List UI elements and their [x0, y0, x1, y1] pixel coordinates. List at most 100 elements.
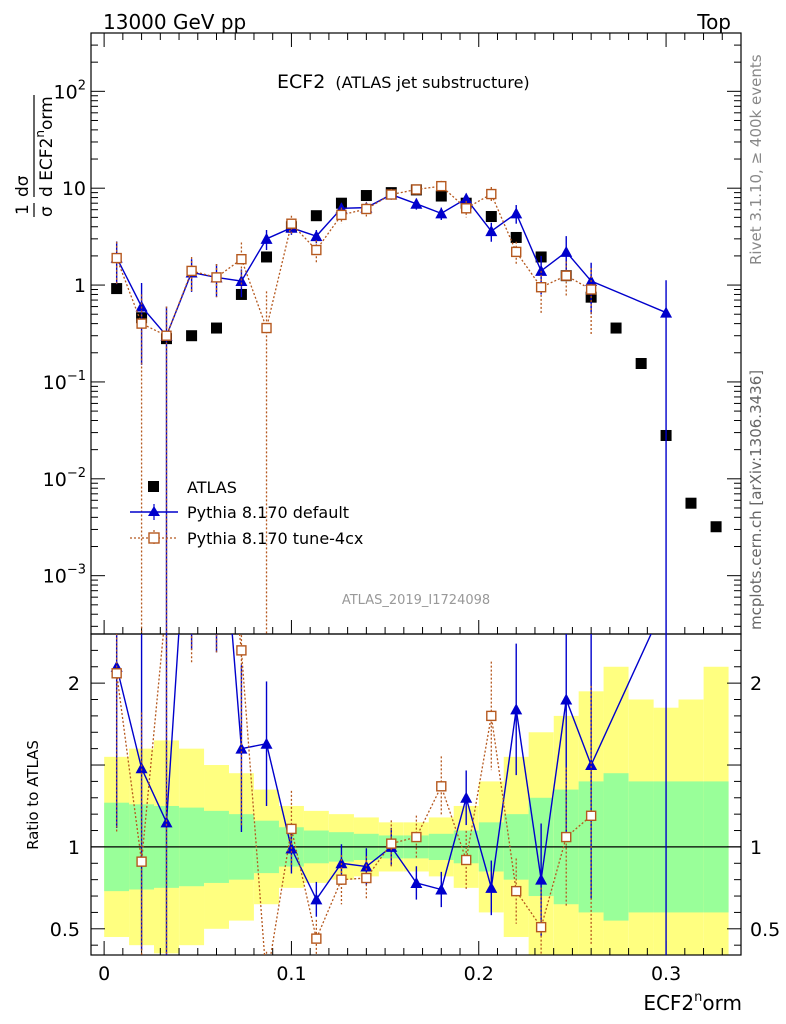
default-point	[135, 300, 148, 312]
legend: ATLAS Pythia 8.170 default Pythia 8.170 …	[130, 478, 363, 548]
ratio-y-tick-label-right: 2	[750, 673, 762, 695]
default-ratio-point	[335, 857, 348, 869]
default-ratio-point	[135, 762, 148, 774]
default-ratio-point	[160, 816, 173, 828]
ratio-y-tick-label-right: 1	[750, 837, 762, 859]
svg-text:1: 1	[13, 204, 33, 215]
x-tick-label: 0	[98, 963, 110, 985]
tune4cx-ratio-point	[286, 823, 297, 835]
tune4cx-ratio-point	[386, 838, 397, 849]
ratio-y-tick-label: 2	[68, 673, 80, 695]
x-tick-label: 0.3	[651, 963, 681, 985]
tune4cx-point	[136, 318, 147, 329]
default-point	[660, 306, 673, 318]
tune4cx-ratio-point	[311, 933, 322, 944]
main-y-axis-label: 1 σ dσ d ECF2norm	[13, 95, 57, 217]
default-ratio-point	[410, 876, 423, 888]
tune4cx-point	[511, 246, 522, 258]
tune4cx-ratio-point	[111, 668, 122, 679]
default-point	[485, 225, 498, 237]
default-ratio-point	[460, 791, 473, 803]
atlas-point	[685, 497, 697, 509]
y-tick-label: 10−3	[43, 563, 86, 588]
tune4cx-point	[361, 203, 372, 215]
rivet-label: Rivet 3.1.10, ≥ 400k events	[747, 54, 765, 265]
tune4cx-point	[411, 184, 422, 195]
legend-atlas-label: ATLAS	[187, 478, 237, 497]
tune4cx-point	[311, 244, 322, 256]
atlas-point	[310, 210, 322, 222]
y-tick-label: 10−1	[43, 369, 86, 394]
atlas-point	[360, 190, 372, 202]
default-ratio-point	[435, 883, 448, 895]
svg-text:d ECF2norm: d ECF2norm	[33, 96, 57, 197]
tune4cx-ratio-point	[411, 831, 422, 843]
default-point	[235, 275, 248, 287]
tune4cx-point	[186, 265, 197, 277]
y-tick-label: 102	[54, 78, 86, 103]
tune4cx-point	[261, 322, 272, 334]
tune4cx-ratio-line	[116, 634, 592, 955]
tune4cx-point	[111, 252, 122, 264]
tune4cx-ratio-point	[461, 854, 472, 866]
y-tick-label: 1	[74, 275, 86, 297]
default-ratio-point	[260, 737, 273, 749]
svg-text:dσ: dσ	[13, 175, 33, 197]
tune4cx-ratio-point	[212, 433, 221, 442]
tune4cx-line	[116, 185, 592, 337]
ratio-y-tick-label: 0.5	[50, 919, 80, 941]
default-line	[116, 193, 667, 338]
tune4cx-point	[561, 270, 572, 281]
default-ratio-point	[310, 893, 323, 905]
plot-title: ECF2 (ATLAS jet substructure)	[277, 71, 530, 93]
tune4cx-point	[436, 180, 447, 192]
default-point	[460, 192, 473, 204]
tune4cx-point	[161, 330, 172, 341]
default-ratio-point	[510, 703, 523, 715]
default-ratio-point	[211, 431, 223, 442]
atlas-point	[435, 190, 447, 202]
legend-default-marker	[148, 506, 160, 516]
x-tick-label: 0.2	[464, 963, 494, 985]
atlas-point	[610, 322, 622, 334]
tune4cx-point	[386, 189, 397, 200]
default-point	[410, 197, 423, 209]
tune4cx-point	[236, 253, 247, 265]
default-ratio-point	[560, 693, 573, 705]
default-ratio-point	[186, 431, 198, 442]
atlas-point	[186, 330, 198, 342]
process-label: Top	[696, 10, 731, 34]
ratio-plot-data	[110, 431, 667, 955]
x-tick-label: 0.1	[276, 963, 306, 985]
tune4cx-ratio-point	[535, 921, 547, 933]
atlas-point	[485, 211, 497, 223]
atlas-point	[635, 357, 647, 369]
atlas-point	[211, 322, 223, 334]
ratio-y-axis-label: Ratio to ATLAS	[24, 740, 42, 850]
tune4cx-ratio-point	[511, 885, 522, 897]
legend-tune4cx-marker	[148, 532, 160, 544]
tune4cx-ratio-point	[561, 831, 572, 843]
default-point	[260, 232, 273, 244]
energy-label: 13000 GeV pp	[103, 10, 246, 34]
tune4cx-point	[585, 284, 597, 295]
default-ratio-point	[485, 881, 498, 893]
main-plot-data	[110, 180, 722, 634]
legend-atlas-marker	[148, 481, 159, 492]
default-point	[310, 230, 323, 242]
axis-ticks: 0 0.1 0.2 0.3 10−3 10−2 10−1 1 10 102 0.5 0.5 1 1 2 2	[43, 32, 780, 985]
default-point	[535, 264, 548, 276]
legend-tune4cx-label: Pythia 8.170 tune-4cx	[187, 529, 363, 548]
tune4cx-point	[486, 188, 497, 200]
ratio-y-tick-label: 1	[68, 837, 80, 859]
tune4cx-point	[286, 218, 297, 229]
tune4cx-ratio-point	[187, 433, 196, 442]
tune4cx-point	[211, 272, 222, 283]
analysis-watermark: ATLAS_2019_I1724098	[342, 593, 490, 608]
tune4cx-point	[535, 282, 547, 293]
default-point	[435, 207, 448, 219]
tune4cx-ratio-point	[436, 781, 447, 792]
tune4cx-ratio-point	[136, 856, 147, 867]
atlas-point	[111, 283, 123, 295]
